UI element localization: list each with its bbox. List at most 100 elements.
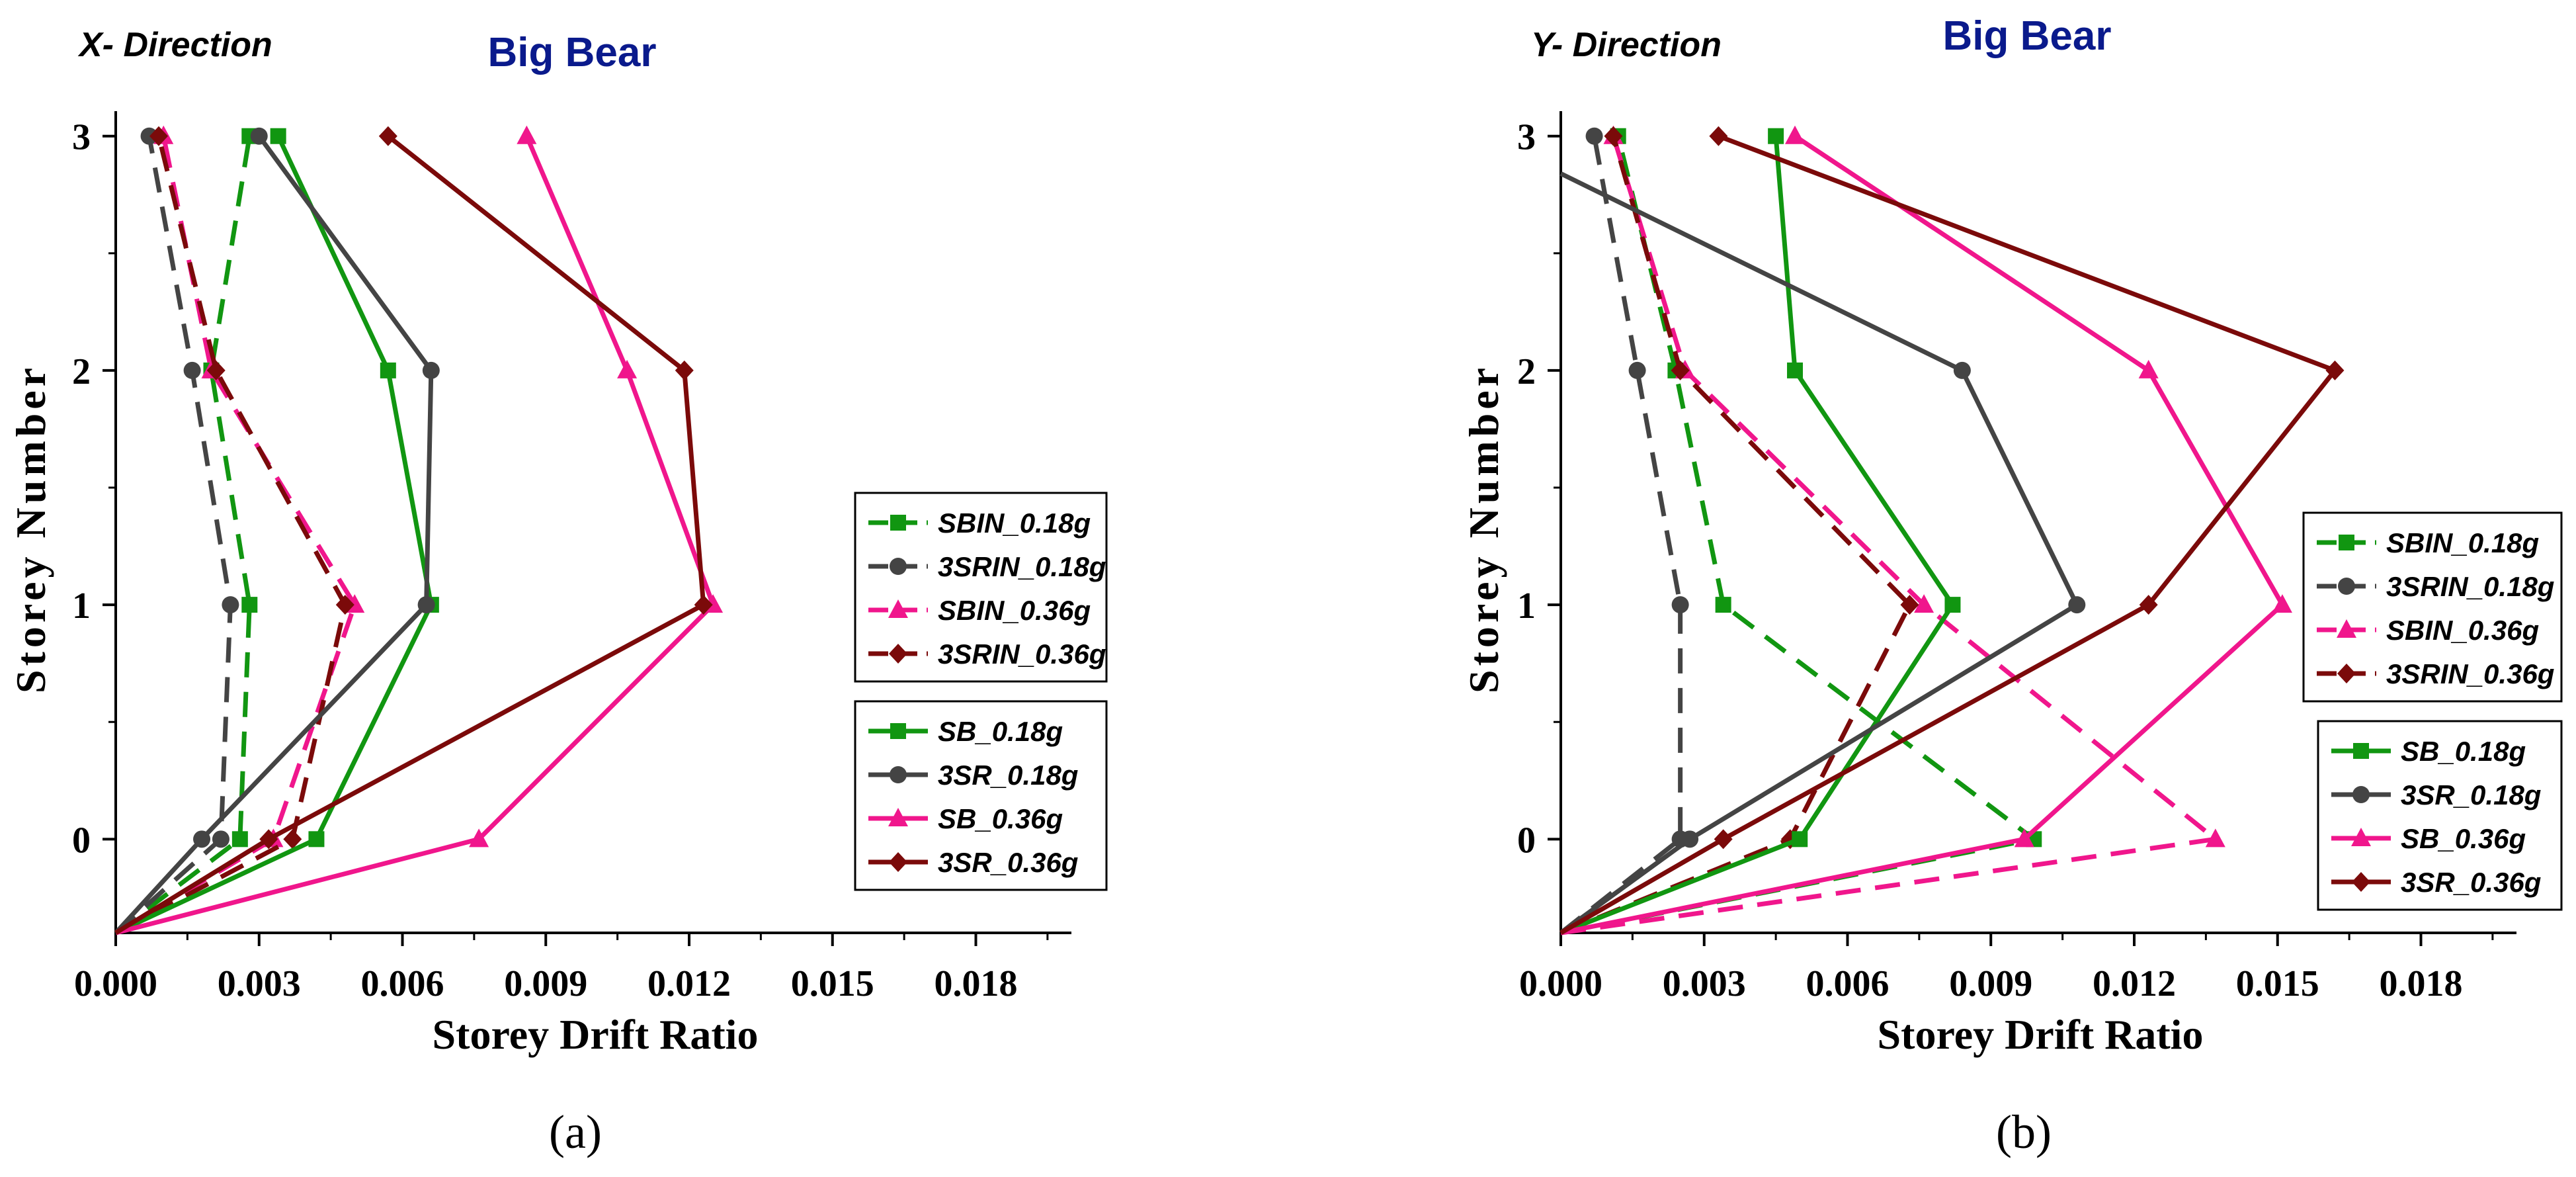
y-axis-label: Storey Number: [1460, 364, 1507, 693]
series-SBIN_0.18g: [114, 128, 258, 935]
direction-label: X- Direction: [77, 26, 272, 64]
chart-title: Big Bear: [488, 30, 657, 75]
data-point: [422, 361, 440, 379]
data-point: [241, 597, 258, 613]
data-point: [193, 830, 211, 848]
data-point: [1914, 594, 1934, 613]
x-tick-label: 0.000: [74, 963, 157, 1004]
legend-entry: 3SRIN_0.36g: [2317, 658, 2554, 689]
legend-entry: SB_0.36g: [2331, 823, 2526, 854]
legend-entry: 3SR_0.36g: [2331, 867, 2541, 898]
legend-entry: 3SR_0.18g: [868, 760, 1078, 791]
series-3SR_0.18g: [1559, 171, 2086, 935]
data-point: [2138, 359, 2159, 378]
legend-entry: 3SRIN_0.18g: [868, 551, 1106, 582]
data-point: [469, 828, 489, 848]
data-point: [140, 127, 158, 145]
legend-swatch-marker: [889, 644, 907, 664]
data-point: [1953, 361, 1971, 379]
legend-swatch-marker: [2337, 664, 2356, 683]
series-line: [1559, 136, 1683, 935]
x-tick-label: 0.003: [1663, 963, 1746, 1004]
legend-label: SBIN_0.18g: [938, 507, 1091, 539]
direction-label: Y- Direction: [1531, 26, 1722, 64]
legend-swatch-marker: [2339, 535, 2354, 550]
data-point: [1671, 360, 1690, 380]
series-3SRIN_0.36g: [114, 126, 354, 936]
x-tick-label: 0.009: [1949, 963, 2032, 1004]
legend-swatch-marker: [2352, 872, 2370, 892]
legend-label: SB_0.36g: [938, 803, 1063, 834]
data-point: [231, 831, 248, 848]
legend-entry: 3SRIN_0.36g: [868, 638, 1106, 670]
legend-swatch-marker: [890, 515, 906, 531]
y-tick-label: 0: [72, 820, 91, 861]
data-point: [1900, 595, 1919, 615]
legend-swatch-marker: [888, 599, 908, 618]
legend-swatch-marker: [2352, 786, 2370, 803]
data-point: [1768, 128, 1784, 144]
legend-swatch-marker: [890, 766, 907, 783]
data-point: [212, 830, 229, 848]
data-point: [1944, 597, 1961, 613]
data-point: [283, 829, 302, 850]
legend-box: SBIN_0.18g 3SRIN_0.18g SBIN_0.36g 3SRIN_0.3…: [2302, 511, 2563, 703]
series-3SR_0.36g: [114, 126, 713, 935]
legend-label: SB_0.36g: [2401, 823, 2526, 854]
legend-swatch-marker: [890, 558, 907, 575]
data-point: [1671, 596, 1689, 614]
legend-label: 3SR_0.18g: [2401, 779, 2541, 810]
series-3SR_0.36g: [1559, 126, 2345, 936]
series-SB_0.18g: [1559, 128, 1961, 936]
legend-label: 3SRIN_0.18g: [2386, 571, 2554, 602]
legend-label: 3SRIN_0.18g: [938, 551, 1106, 582]
data-point: [517, 125, 537, 144]
chart-panel-a: X- Direction Big Bear 0.000 0.003 0.006 0.009…: [7, 26, 1108, 1158]
legend-label: 3SR_0.18g: [938, 760, 1078, 791]
series-line: [1560, 135, 2218, 936]
data-point: [1787, 362, 1804, 378]
legend-entry: SBIN_0.36g: [868, 595, 1091, 626]
legend-label: 3SRIN_0.36g: [938, 638, 1106, 670]
panel-caption: (a): [549, 1106, 602, 1158]
legend-entry: SB_0.36g: [868, 803, 1063, 834]
data-point: [617, 359, 638, 378]
legend-entry: 3SR_0.18g: [2331, 779, 2541, 810]
y-tick-label: 3: [1517, 117, 1536, 158]
series-line: [114, 134, 434, 935]
series-SB_0.36g: [1560, 125, 2292, 936]
data-point: [2014, 828, 2034, 848]
legend-swatch-marker: [2351, 828, 2371, 846]
legend-swatch-marker: [888, 808, 908, 826]
legend-box: SB_0.18g 3SR_0.18g SB_0.36g 3SR_0.36g: [854, 700, 1108, 891]
legend-swatch-marker: [2338, 578, 2355, 595]
data-point: [250, 127, 268, 145]
panel-caption: (b): [1996, 1106, 2052, 1158]
series-SBIN_0.18g: [1560, 128, 2042, 936]
x-tick-label: 0.015: [791, 963, 874, 1004]
data-point: [206, 360, 226, 380]
data-point: [2325, 360, 2345, 380]
legend-label: SB_0.18g: [938, 716, 1063, 747]
data-point: [417, 596, 435, 614]
series-line: [1559, 171, 2079, 935]
y-tick-label: 1: [1517, 586, 1536, 627]
series-3SRIN_0.18g: [114, 127, 239, 935]
x-tick-label: 0.018: [2380, 963, 2463, 1004]
legend-label: 3SRIN_0.36g: [2386, 658, 2554, 689]
chart-title: Big Bear: [1943, 13, 2112, 59]
data-point: [1714, 829, 1733, 850]
x-tick-label: 0.009: [504, 963, 587, 1004]
x-tick-label: 0.012: [647, 963, 731, 1004]
y-tick-label: 1: [72, 586, 91, 627]
legend-entry: 3SR_0.36g: [868, 847, 1078, 878]
data-point: [1681, 830, 1699, 848]
series-SB_0.18g: [114, 128, 439, 936]
legend-swatch-marker: [890, 723, 906, 739]
x-tick-label: 0.018: [935, 963, 1018, 1004]
x-tick-label: 0.015: [2236, 963, 2319, 1004]
series-line: [114, 135, 434, 936]
series-line: [114, 135, 348, 936]
data-point: [270, 128, 286, 144]
